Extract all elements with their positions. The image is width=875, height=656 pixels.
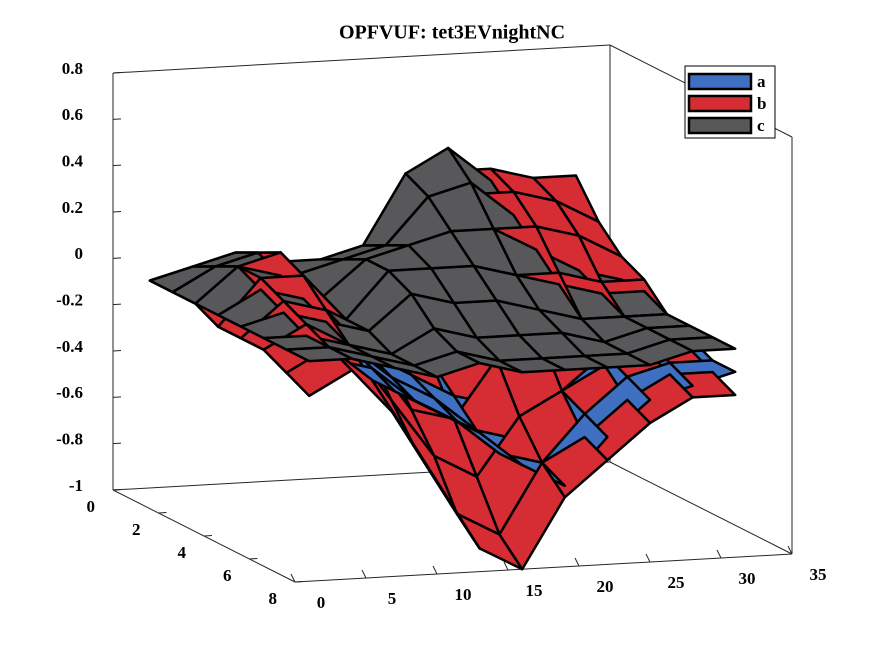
x-tick (645, 553, 651, 563)
z-tick (112, 72, 122, 74)
box-line (112, 44, 611, 74)
y-tick (203, 535, 213, 537)
z-tick-label: 0.4 (62, 152, 84, 171)
z-tick (112, 350, 122, 352)
x-tick-label: 30 (739, 569, 756, 588)
legend-label: b (757, 94, 766, 113)
y-tick-label: 4 (178, 543, 187, 562)
x-tick-label: 35 (810, 565, 827, 584)
y-tick (112, 489, 122, 491)
z-tick-label: 0 (75, 244, 84, 263)
legend-swatch (687, 94, 753, 113)
z-tick (112, 396, 122, 398)
x-tick-label: 0 (317, 593, 326, 612)
z-tick (112, 164, 122, 167)
z-tick (112, 118, 122, 120)
z-tick-label: -0.4 (56, 337, 83, 356)
z-tick (112, 211, 122, 213)
box-line (609, 461, 793, 555)
z-tick-label: -0.2 (56, 291, 83, 310)
legend-label: a (757, 72, 766, 91)
x-tick (432, 565, 438, 575)
y-tick-label: 8 (269, 589, 278, 608)
x-tick-label: 5 (388, 589, 397, 608)
x-tick (716, 549, 722, 559)
x-tick (787, 545, 793, 555)
z-tick (112, 442, 122, 445)
x-tick (503, 561, 509, 571)
y-tick (158, 512, 167, 514)
z-tick-label: -1 (69, 476, 83, 495)
y-tick-label: 0 (87, 497, 96, 516)
x-tick (574, 557, 580, 567)
z-tick-label: 0.6 (62, 105, 83, 124)
legend-swatch (687, 116, 753, 135)
surface-group (148, 146, 737, 571)
x-tick (361, 569, 367, 579)
legend-label: c (757, 116, 765, 135)
y-tick (249, 558, 258, 560)
y-tick-label: 6 (223, 566, 232, 585)
z-tick-label: -0.8 (56, 430, 83, 449)
y-tick-label: 2 (132, 520, 141, 539)
x-tick-label: 15 (526, 581, 543, 600)
z-tick (112, 257, 122, 259)
x-tick (290, 573, 296, 583)
x-tick-label: 10 (455, 585, 472, 604)
y-tick (294, 581, 304, 583)
x-tick-label: 20 (597, 577, 614, 596)
z-tick-label: 0.8 (62, 59, 83, 78)
legend-swatch (687, 72, 753, 91)
z-tick-label: 0.2 (62, 198, 83, 217)
axis-line (294, 553, 793, 583)
surface-cell (285, 345, 354, 363)
z-tick (112, 303, 122, 306)
chart-title: OPFVUF: tet3EVnightNC (339, 22, 565, 44)
x-tick-label: 25 (668, 573, 685, 592)
z-tick-label: -0.6 (56, 383, 83, 402)
